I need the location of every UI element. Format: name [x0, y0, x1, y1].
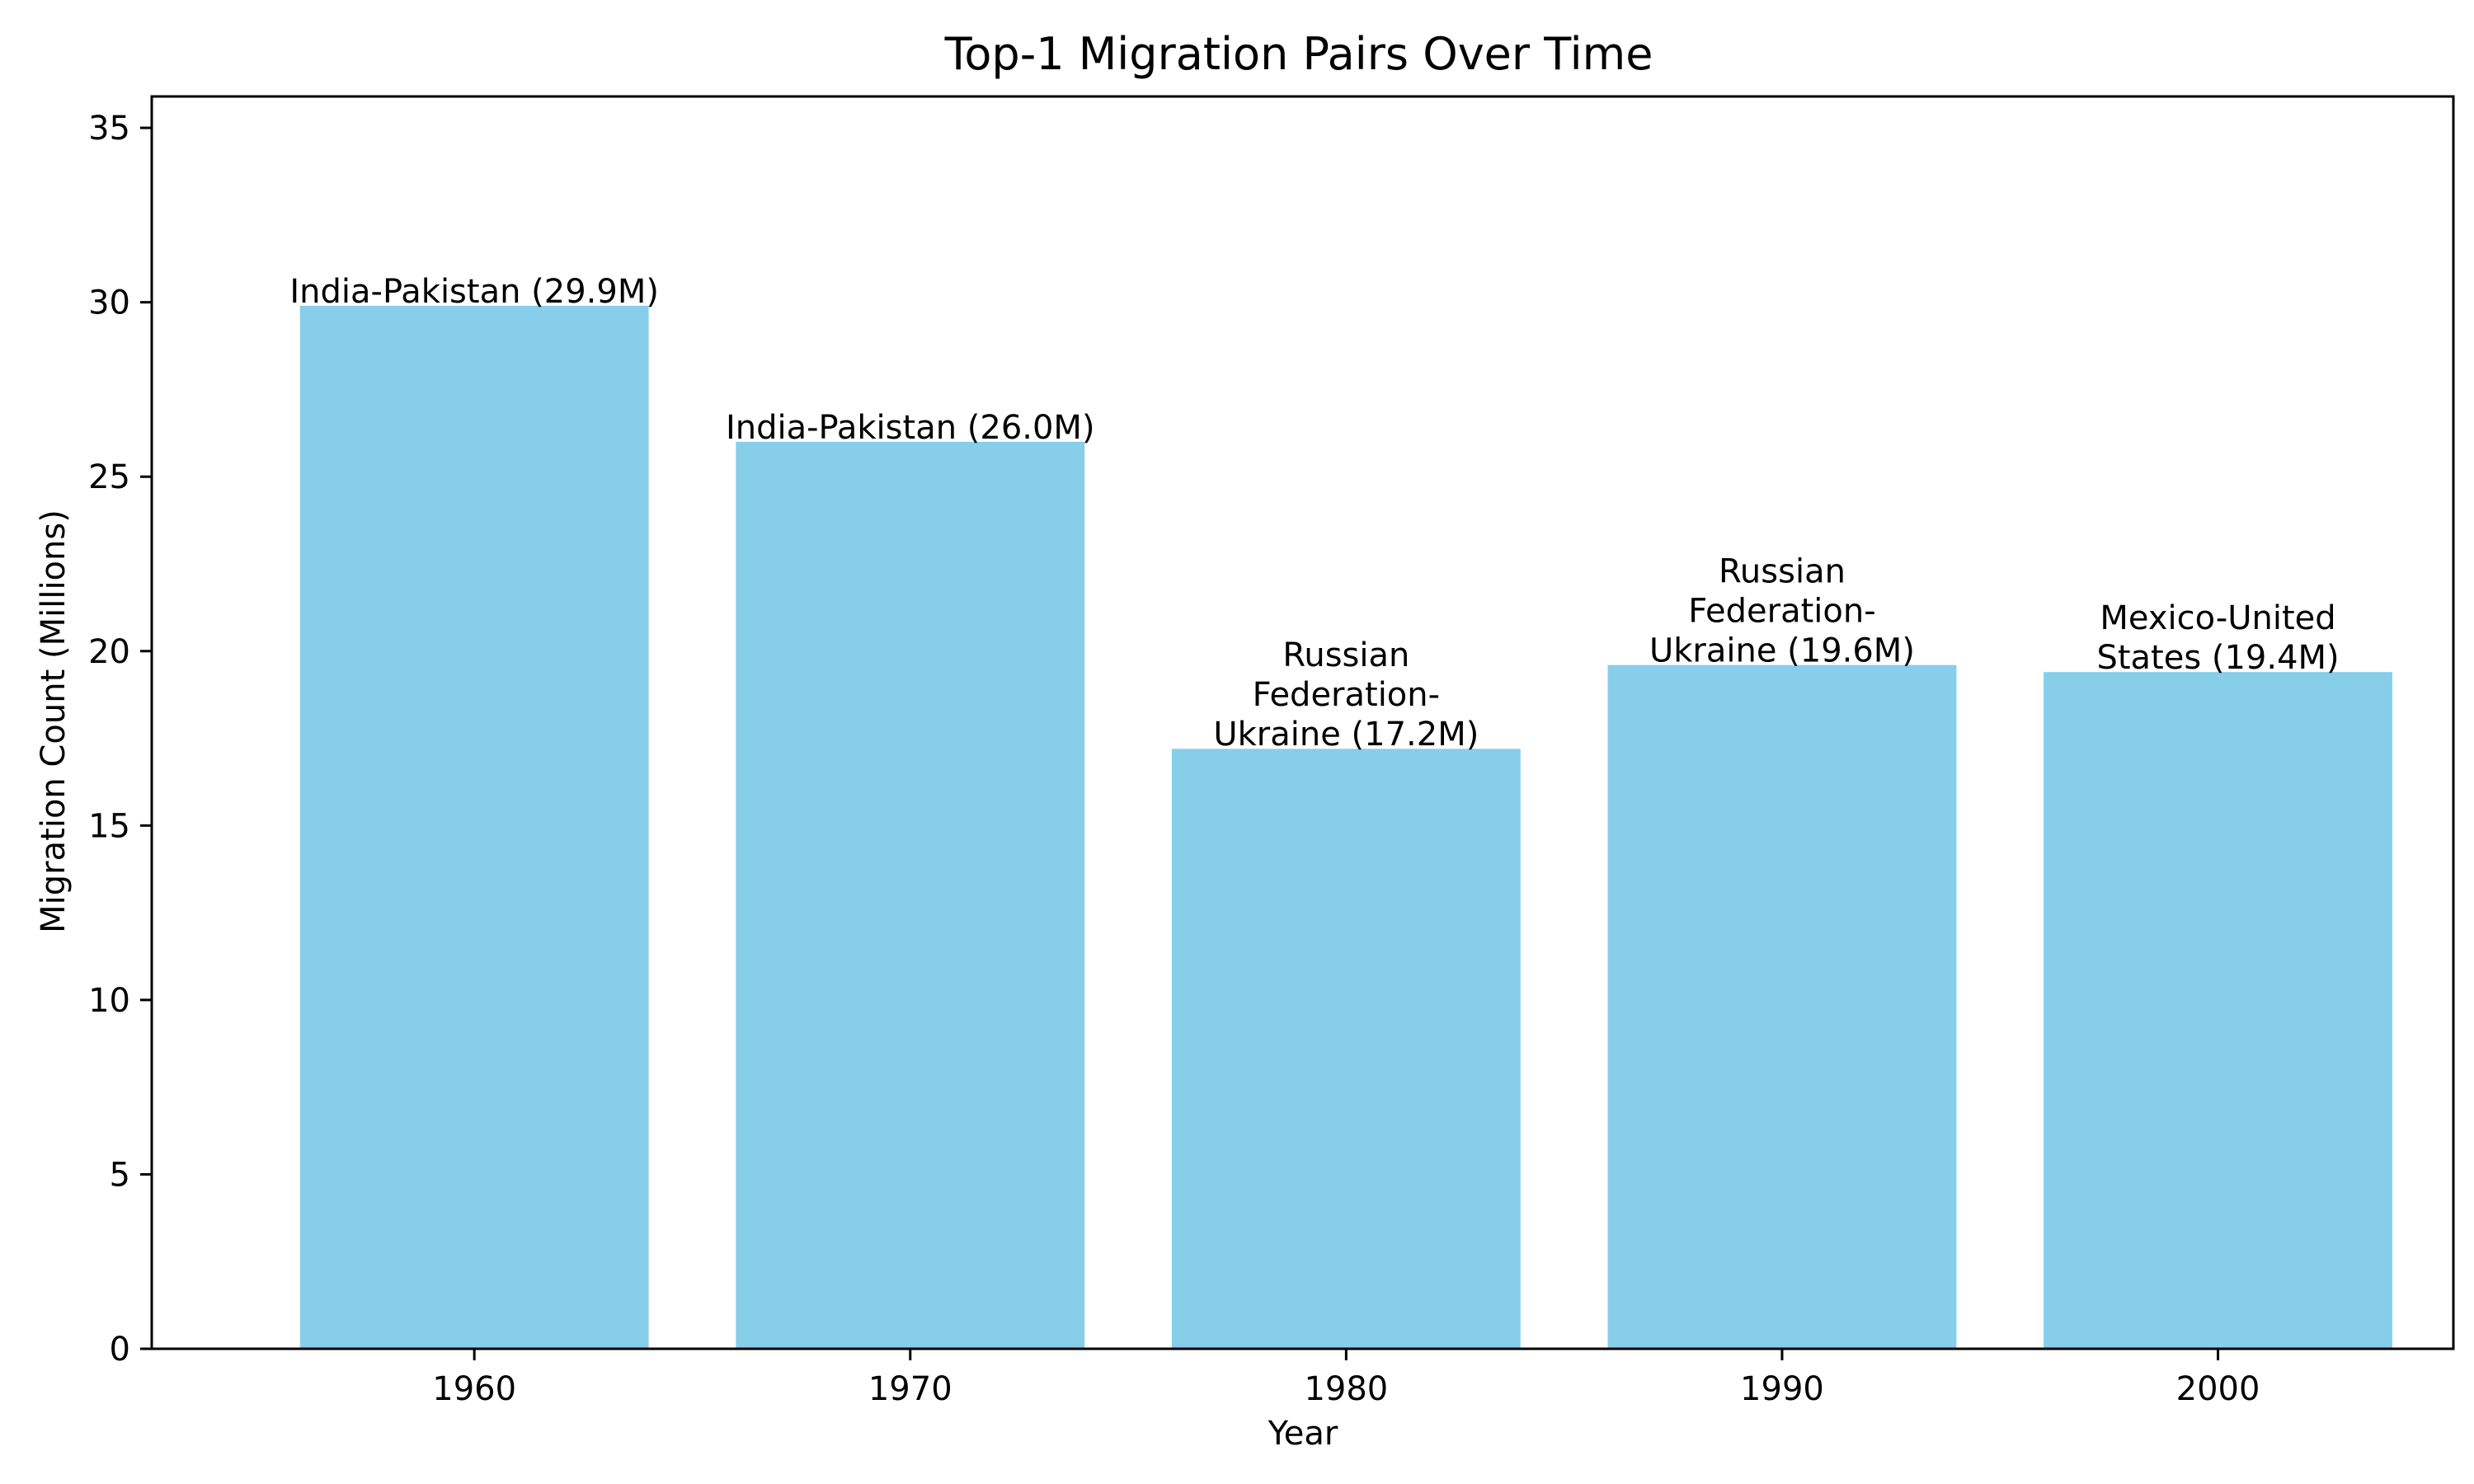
bar-label-line: India-Pakistan (26.0M)	[726, 409, 1095, 447]
x-tick-label: 2000	[2176, 1370, 2260, 1408]
bar-2000	[2044, 672, 2392, 1349]
y-axis-label: Migration Count (Millions)	[35, 510, 73, 933]
bar-1990	[1607, 665, 1957, 1349]
bar-value-label-1970: India-Pakistan (26.0M)	[726, 409, 1095, 447]
bar-label-line: Mexico-United	[2100, 599, 2335, 637]
y-tick-label: 5	[110, 1156, 130, 1194]
y-tick-label: 15	[88, 807, 130, 845]
bar-value-label-1980: Russian Federation-Ukraine (17.2M)	[1213, 636, 1479, 754]
bar-value-label-1960: India-Pakistan (29.9M)	[289, 273, 659, 311]
bar-label-line: Federation-	[1688, 593, 1875, 631]
bar-label-line: States (19.4M)	[2096, 639, 2339, 677]
y-axis-ticks: 0 5 10 15 20 25 30 35	[88, 110, 152, 1369]
y-tick-label: 25	[88, 458, 130, 496]
x-axis-label: Year	[1268, 1415, 1338, 1453]
bar-label-line: Ukraine (19.6M)	[1649, 632, 1915, 670]
x-tick-label: 1960	[432, 1370, 516, 1408]
y-tick-label: 30	[88, 284, 130, 322]
bar-label-line: India-Pakistan (29.9M)	[289, 273, 659, 311]
bar-value-label-1990: Russian Federation-Ukraine (19.6M)	[1649, 553, 1915, 670]
y-tick-label: 10	[88, 982, 130, 1020]
bars-group	[299, 305, 2392, 1350]
plot-area-frame	[150, 95, 2455, 1350]
bar-1970	[736, 441, 1085, 1349]
bar-value-label-2000: Mexico-United States (19.4M)	[2096, 599, 2339, 677]
x-tick-label: 1980	[1304, 1370, 1388, 1408]
bar-label-line: Russian	[1282, 636, 1409, 674]
y-tick-label: 20	[88, 633, 130, 671]
x-axis-ticks: 1960 1970 1980 1990 2000	[432, 1349, 2260, 1408]
bar-label-line: Ukraine (17.2M)	[1213, 716, 1479, 754]
x-tick-label: 1970	[868, 1370, 952, 1408]
bar-1960	[299, 305, 649, 1350]
bar-label-line: Federation-	[1253, 676, 1440, 714]
chart-title: Top-1 Migration Pairs Over Time	[944, 28, 1653, 80]
x-tick-label: 1990	[1740, 1370, 1824, 1408]
bar-labels-group: India-Pakistan (29.9M) India-Pakistan (26…	[289, 273, 2339, 754]
y-tick-label: 0	[110, 1331, 130, 1369]
bar-1980	[1171, 749, 1521, 1349]
bar-label-line: Russian	[1719, 553, 1846, 591]
y-tick-label: 35	[88, 110, 130, 148]
